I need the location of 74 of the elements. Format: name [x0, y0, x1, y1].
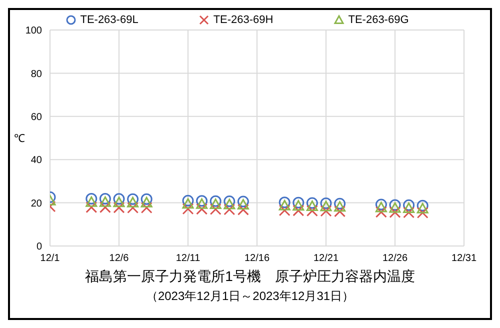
point [375, 198, 387, 210]
point [182, 198, 194, 209]
point [99, 202, 111, 214]
point [182, 194, 194, 206]
point [416, 206, 428, 218]
point [334, 198, 346, 210]
point [320, 197, 332, 209]
point [416, 200, 428, 212]
point [196, 203, 208, 215]
point [334, 206, 346, 218]
point [334, 201, 346, 212]
x-tick-label: 12/31 [451, 253, 477, 264]
point [292, 204, 304, 216]
point [375, 206, 387, 218]
point [237, 204, 249, 216]
point [306, 205, 318, 217]
point [127, 202, 139, 214]
point [210, 195, 222, 207]
point [306, 197, 318, 209]
y-tick-label: 80 [30, 68, 42, 80]
point [224, 204, 236, 216]
point [86, 202, 98, 214]
point [140, 193, 152, 205]
y-tick-label: 20 [30, 198, 42, 210]
point [237, 196, 249, 208]
legend-label: TE-263-69G [347, 14, 409, 26]
point [389, 202, 401, 213]
legend-label: TE-263-69L [79, 14, 138, 26]
legend-label: TE-263-69H [212, 14, 274, 26]
point [403, 202, 415, 213]
y-tick-label: 60 [30, 112, 42, 123]
point [86, 196, 98, 207]
point [127, 196, 139, 208]
text: 福島第一原子力発電所1号機 原子炉圧力容器内温度 [84, 268, 416, 286]
point [140, 202, 152, 214]
text: （2023年12月1日～2023年12月31日） [144, 288, 356, 305]
x-tick-label: 12/16 [244, 253, 270, 264]
point [375, 202, 387, 212]
point [306, 200, 318, 212]
point [224, 198, 236, 210]
point [99, 196, 111, 207]
point [278, 204, 290, 216]
x-tick-label: 12/26 [382, 253, 408, 264]
point [196, 195, 208, 207]
point [237, 198, 249, 210]
point [278, 200, 290, 210]
point [210, 198, 222, 210]
point [113, 202, 125, 214]
point [389, 206, 401, 218]
x-tick-label: 12/6 [109, 253, 130, 264]
point [210, 204, 222, 216]
point [182, 203, 194, 215]
y-tick-label: 0 [36, 242, 42, 253]
point [403, 206, 415, 218]
point [86, 192, 98, 204]
point [127, 193, 139, 205]
point [99, 192, 111, 204]
x-tick-label: 12/21 [313, 253, 339, 264]
point [416, 202, 428, 214]
point [113, 196, 125, 208]
point [320, 200, 332, 212]
point [292, 196, 304, 208]
y-tick-label: 100 [25, 26, 42, 37]
x-tick-label: 12/1 [40, 253, 60, 264]
point [292, 200, 304, 211]
point [113, 193, 125, 205]
point [196, 198, 208, 209]
x-tick-label: 12/11 [176, 253, 201, 264]
point [320, 205, 332, 217]
y-axis-title: ℃ [14, 132, 25, 145]
point [278, 196, 290, 208]
point [140, 196, 152, 208]
point [403, 199, 415, 211]
y-tick-label: 40 [30, 155, 42, 166]
